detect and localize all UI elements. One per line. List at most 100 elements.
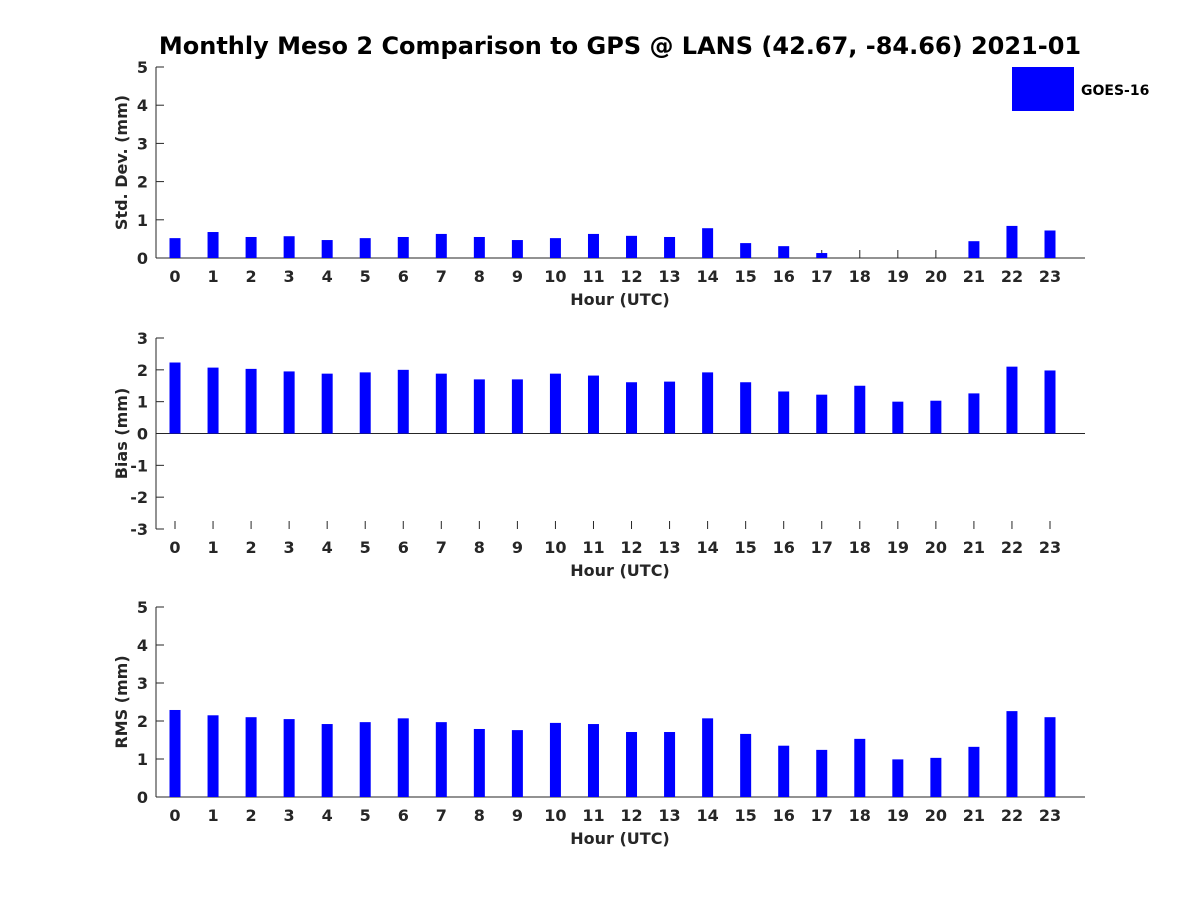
bar <box>778 391 790 434</box>
x-tick-label: 23 <box>1039 267 1061 286</box>
y-tick-label: 0 <box>137 249 148 268</box>
x-tick-label: 3 <box>284 267 295 286</box>
y-tick-label: -3 <box>130 520 148 539</box>
bar <box>397 369 409 434</box>
bar <box>473 728 485 797</box>
x-tick-label: 9 <box>512 267 523 286</box>
bar <box>778 246 790 258</box>
x-tick-label: 7 <box>436 806 447 825</box>
bar <box>702 228 714 258</box>
x-tick-label: 2 <box>246 806 257 825</box>
bar <box>854 738 866 797</box>
bar <box>1044 717 1056 797</box>
bar <box>435 722 447 797</box>
x-tick-label: 13 <box>658 806 680 825</box>
bar <box>511 730 523 797</box>
bar <box>930 757 942 797</box>
bar <box>1006 711 1018 797</box>
x-tick-label: 22 <box>1001 806 1023 825</box>
x-tick-label: 2 <box>246 538 257 557</box>
x-tick-label: 23 <box>1039 538 1061 557</box>
bar <box>207 715 219 797</box>
legend-label: GOES-16 <box>1081 83 1149 99</box>
y-tick-label: 0 <box>137 788 148 807</box>
x-tick-label: 3 <box>284 538 295 557</box>
x-tick-label: 5 <box>360 538 371 557</box>
bar <box>626 382 638 434</box>
bar <box>511 240 523 258</box>
y-axis-label: RMS (mm) <box>112 655 131 748</box>
y-tick-label: 3 <box>137 329 148 348</box>
bar <box>740 382 752 434</box>
bar <box>549 373 561 434</box>
x-tick-label: 6 <box>398 806 409 825</box>
x-tick-label: 9 <box>512 806 523 825</box>
x-axis-label: Hour (UTC) <box>570 829 670 848</box>
bar <box>587 233 599 258</box>
y-tick-label: 5 <box>137 598 148 617</box>
x-tick-label: 17 <box>811 806 833 825</box>
x-tick-label: 21 <box>963 806 985 825</box>
x-tick-label: 12 <box>620 267 642 286</box>
x-tick-label: 5 <box>360 267 371 286</box>
x-tick-label: 1 <box>207 806 218 825</box>
bar <box>664 732 676 797</box>
y-axis-label: Std. Dev. (mm) <box>112 95 131 230</box>
y-tick-label: 3 <box>137 134 148 153</box>
x-tick-label: 16 <box>773 806 795 825</box>
bar <box>511 379 523 434</box>
bar <box>435 373 447 434</box>
x-tick-label: 13 <box>658 538 680 557</box>
y-tick-label: 2 <box>137 173 148 192</box>
x-tick-label: 8 <box>474 538 485 557</box>
x-tick-label: 2 <box>246 267 257 286</box>
x-tick-label: 7 <box>436 267 447 286</box>
bar <box>930 400 942 434</box>
y-tick-label: 4 <box>137 636 148 655</box>
x-tick-label: 21 <box>963 538 985 557</box>
bar <box>359 238 371 258</box>
bar <box>626 732 638 797</box>
x-tick-label: 23 <box>1039 806 1061 825</box>
bar <box>473 379 485 434</box>
bar <box>968 393 980 434</box>
x-tick-label: 8 <box>474 267 485 286</box>
y-tick-label: -1 <box>130 456 148 475</box>
bar <box>283 236 295 258</box>
x-tick-label: 20 <box>925 538 947 557</box>
bar <box>397 718 409 797</box>
x-tick-label: 11 <box>582 806 604 825</box>
x-tick-label: 4 <box>322 806 333 825</box>
x-tick-label: 18 <box>849 806 871 825</box>
x-tick-label: 16 <box>773 267 795 286</box>
bar <box>816 394 828 434</box>
bar <box>321 724 333 797</box>
x-tick-label: 6 <box>398 267 409 286</box>
bar <box>549 722 561 797</box>
bar <box>169 362 181 434</box>
bar <box>207 367 219 434</box>
bar <box>245 717 257 797</box>
x-tick-label: 11 <box>582 538 604 557</box>
x-tick-label: 6 <box>398 538 409 557</box>
x-tick-label: 22 <box>1001 267 1023 286</box>
x-tick-label: 5 <box>360 806 371 825</box>
bar <box>740 243 752 258</box>
x-tick-label: 19 <box>887 806 909 825</box>
bar <box>283 719 295 797</box>
bar <box>702 718 714 797</box>
y-tick-label: 5 <box>137 58 148 77</box>
bar <box>626 235 638 258</box>
x-tick-label: 9 <box>512 538 523 557</box>
bar <box>587 375 599 434</box>
y-tick-label: 0 <box>137 425 148 444</box>
y-tick-label: -2 <box>130 488 148 507</box>
x-tick-label: 14 <box>696 806 718 825</box>
chart-title: Monthly Meso 2 Comparison to GPS @ LANS … <box>159 32 1081 60</box>
x-tick-label: 21 <box>963 267 985 286</box>
